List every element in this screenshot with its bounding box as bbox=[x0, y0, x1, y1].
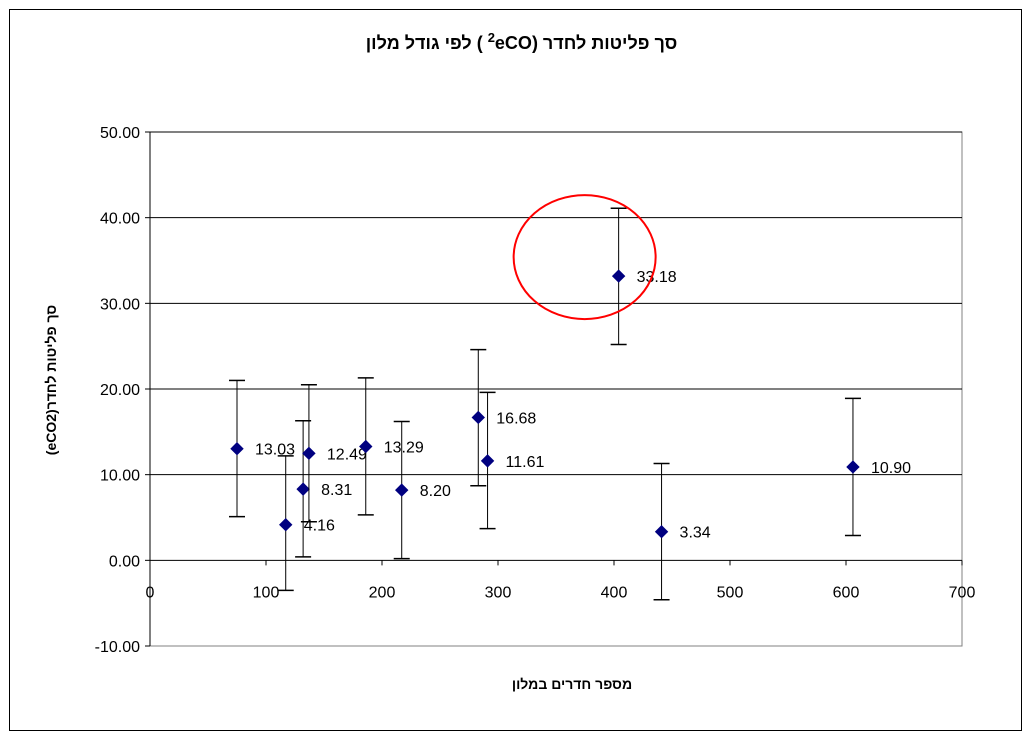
data-point bbox=[654, 525, 669, 539]
data-point bbox=[279, 517, 293, 532]
x-tick-label: 0 bbox=[146, 584, 155, 601]
y-tick-label: 30.00 bbox=[100, 296, 140, 313]
x-tick-label: 400 bbox=[601, 584, 628, 601]
data-point bbox=[230, 442, 244, 456]
x-tick-label: 300 bbox=[485, 584, 512, 601]
data-label: 33.18 bbox=[637, 269, 677, 286]
x-axis-label: מספר חדרים במלון bbox=[511, 676, 633, 692]
y-tick-label: -10.00 bbox=[95, 639, 140, 656]
highlight-circle bbox=[512, 194, 657, 321]
x-tick-label: 200 bbox=[369, 584, 396, 601]
title-eco: eCO bbox=[494, 33, 532, 53]
y-tick-label: 50.00 bbox=[100, 125, 140, 142]
y-tick-label: 10.00 bbox=[100, 468, 140, 485]
data-point bbox=[471, 410, 485, 425]
data-label: 11.61 bbox=[506, 454, 545, 471]
x-tick-label: 700 bbox=[949, 584, 976, 601]
y-tick-label: 40.00 bbox=[100, 211, 140, 228]
data-point bbox=[302, 446, 316, 461]
data-label: 13.29 bbox=[384, 439, 424, 456]
data-label: 16.68 bbox=[496, 410, 536, 427]
data-label: 8.31 bbox=[321, 482, 352, 499]
data-point bbox=[359, 439, 373, 454]
chart-frame bbox=[9, 9, 1022, 731]
y-tick-label: 0.00 bbox=[109, 553, 140, 570]
data-point bbox=[296, 482, 310, 496]
x-tick-label: 600 bbox=[833, 584, 860, 601]
data-label: 12.49 bbox=[327, 446, 367, 463]
data-label: 13.03 bbox=[255, 442, 295, 459]
data-point bbox=[395, 483, 409, 497]
x-tick-label: 500 bbox=[717, 584, 744, 601]
data-point bbox=[846, 460, 860, 474]
chart-title: סך פליטות לחדר (eCO2 ) לפי גודל מלון bbox=[0, 30, 1027, 54]
title-text-before: סך פליטות לחדר ( bbox=[531, 33, 678, 53]
data-point bbox=[611, 269, 626, 283]
title-text-after: ) לפי גודל מלון bbox=[365, 33, 488, 53]
y-tick-label: 20.00 bbox=[100, 382, 140, 399]
data-label: 8.20 bbox=[420, 483, 451, 500]
data-label: 3.34 bbox=[680, 525, 711, 542]
data-label: 4.16 bbox=[304, 518, 335, 535]
x-tick-label: 100 bbox=[253, 584, 280, 601]
data-point bbox=[480, 454, 495, 468]
data-label: 10.90 bbox=[871, 460, 911, 477]
title-subscript: 2 bbox=[487, 30, 495, 45]
